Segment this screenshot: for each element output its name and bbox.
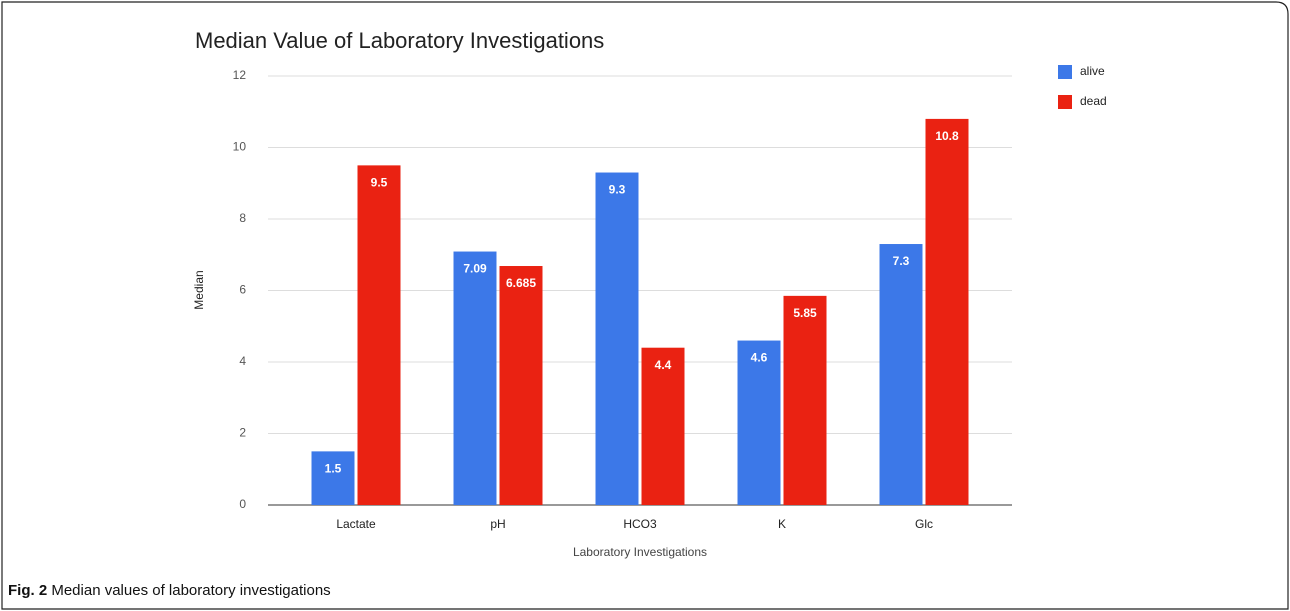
- bar: [453, 251, 497, 505]
- caption-text: Median values of laboratory investigatio…: [51, 582, 330, 599]
- x-tick-label: HCO3: [623, 517, 657, 531]
- y-tick-label: 0: [239, 497, 246, 511]
- legend-swatch: [1058, 95, 1072, 109]
- bar: [783, 295, 827, 505]
- y-tick-label: 6: [239, 283, 246, 297]
- bar: [879, 244, 923, 505]
- x-tick-label: pH: [490, 517, 505, 531]
- x-axis-label: Laboratory Investigations: [573, 545, 707, 559]
- value-label: 4.4: [655, 358, 672, 372]
- bar: [357, 165, 401, 505]
- legend-swatch: [1058, 65, 1072, 79]
- value-label: 9.5: [371, 176, 388, 190]
- legend-label: alive: [1080, 64, 1105, 78]
- bar: [595, 172, 639, 505]
- bar: [499, 266, 543, 505]
- bar: [737, 340, 781, 505]
- value-label: 4.6: [751, 351, 768, 365]
- value-label: 7.09: [463, 262, 487, 276]
- value-label: 10.8: [935, 129, 959, 143]
- y-tick-label: 2: [239, 426, 246, 440]
- caption: Fig. 2 Median values of laboratory inves…: [8, 582, 331, 599]
- x-tick-label: K: [778, 517, 786, 531]
- value-label: 5.85: [793, 306, 817, 320]
- value-label: 6.685: [506, 276, 536, 290]
- y-tick-label: 10: [233, 140, 247, 154]
- y-axis-label: Median: [192, 270, 206, 309]
- y-tick-label: 12: [233, 68, 247, 82]
- value-label: 1.5: [325, 462, 342, 476]
- y-tick-label: 4: [239, 354, 246, 368]
- bar: [311, 451, 355, 505]
- x-tick-label: Glc: [915, 517, 933, 531]
- chart-title: Median Value of Laboratory Investigation…: [195, 28, 604, 53]
- value-label: 9.3: [609, 183, 626, 197]
- value-label: 7.3: [893, 254, 910, 268]
- caption-label: Fig. 2: [8, 582, 47, 599]
- y-tick-label: 8: [239, 211, 246, 225]
- x-tick-label: Lactate: [336, 517, 376, 531]
- bar: [641, 347, 685, 505]
- legend-label: dead: [1080, 94, 1107, 108]
- bar: [925, 118, 969, 506]
